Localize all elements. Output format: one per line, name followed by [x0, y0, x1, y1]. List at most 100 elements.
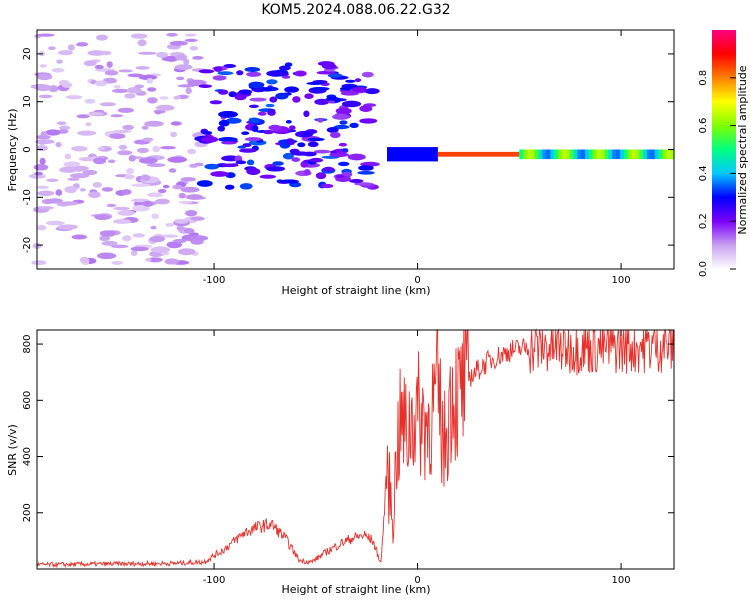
- heatmap-cell: [292, 96, 301, 103]
- heatmap-cell: [315, 172, 327, 180]
- heatmap-cell: [106, 203, 117, 208]
- heatmap-cell: [65, 95, 83, 100]
- heatmap-cell: [217, 71, 234, 76]
- heatmap-cell: [282, 152, 294, 160]
- heatmap-cell: [619, 149, 625, 160]
- heatmap-cell: [155, 104, 175, 111]
- heatmap-cell: [329, 152, 349, 158]
- heatmap-cell: [317, 117, 324, 123]
- heatmap-cell: [178, 248, 196, 256]
- heatmap-cell: [196, 180, 213, 187]
- heatmap-cell: [57, 224, 78, 230]
- heatmap-cell: [35, 84, 52, 92]
- heatmap-cell: [123, 174, 135, 180]
- heatmap-cell: [573, 149, 578, 160]
- heatmap-cell: [34, 171, 43, 176]
- heatmap-cell: [110, 114, 124, 118]
- heatmap-cell: [658, 149, 663, 160]
- heatmap-cell: [239, 148, 257, 153]
- heatmap-cell: [527, 149, 532, 160]
- heatmap-cell: [38, 206, 55, 210]
- heatmap-cell: [267, 109, 276, 116]
- heatmap-cell: [246, 168, 261, 175]
- heatmap-cell: [332, 113, 350, 120]
- heatmap-cell: [248, 117, 261, 123]
- heatmap-cell: [303, 110, 310, 118]
- snr-panel: -100 0 100 200 400 600 800 Height of straight …: [6, 328, 675, 596]
- heatmap-cell: [323, 166, 334, 172]
- heatmap-cell: [354, 78, 362, 82]
- heatmap-cell: [265, 166, 286, 172]
- heatmap-cell: [84, 98, 96, 104]
- x-tick-label: 100: [612, 275, 631, 286]
- heatmap-cell: [33, 164, 49, 171]
- heatmap-cell: [349, 179, 364, 183]
- heatmap-cell: [241, 131, 250, 135]
- heatmap-band: [519, 149, 675, 160]
- heatmap-cell: [77, 130, 97, 136]
- heatmap-cell: [354, 182, 373, 186]
- heatmap-cell: [169, 40, 188, 46]
- heatmap-cell: [162, 184, 170, 189]
- heatmap-cell: [109, 133, 126, 140]
- heatmap-cell: [137, 51, 157, 55]
- heatmap-cell: [61, 82, 73, 88]
- heatmap-cell: [142, 137, 154, 142]
- heatmap-cell: [147, 97, 158, 104]
- heatmap-cell: [36, 134, 51, 140]
- heatmap-cell: [79, 256, 90, 264]
- heatmap-cell: [185, 87, 192, 95]
- heatmap-cell: [304, 93, 314, 99]
- heatmap-cell: [244, 67, 261, 72]
- heatmap-cell: [64, 153, 72, 160]
- heatmap-cell: [94, 64, 104, 70]
- heatmap-cell: [190, 239, 204, 245]
- y-tick-label: 10: [22, 95, 33, 108]
- heatmap-cell: [40, 131, 47, 136]
- heatmap-cell: [39, 157, 46, 165]
- heatmap-cell: [122, 235, 132, 242]
- heatmap-cell: [104, 70, 119, 76]
- heatmap-cell: [217, 125, 225, 132]
- snr-x-axis-label: Height of straight line (km): [281, 583, 430, 596]
- heatmap-cell: [224, 184, 235, 190]
- colorbar-tick-label: 0.6: [698, 118, 709, 134]
- heatmap-cell: [151, 213, 159, 219]
- heatmap-cell: [131, 183, 151, 187]
- heatmap-cell: [176, 76, 185, 81]
- heatmap-cell: [309, 157, 324, 163]
- heatmap-cell: [141, 125, 149, 130]
- heatmap-cell: [132, 204, 150, 212]
- heatmap-cell: [265, 103, 275, 108]
- heatmap-cell: [189, 163, 199, 168]
- y-tick-label: 20: [22, 48, 33, 61]
- heatmap-cell: [175, 53, 188, 61]
- heatmap-cell: [156, 51, 168, 58]
- heatmap-cell: [165, 223, 175, 227]
- heatmap-cell: [312, 80, 328, 84]
- heatmap-cell: [96, 34, 108, 41]
- heatmap-cell: [113, 206, 130, 211]
- heatmap-cell: [530, 149, 536, 160]
- heatmap-cell: [56, 121, 67, 125]
- heatmap-cell: [55, 189, 63, 196]
- heatmap-cell: [604, 149, 609, 160]
- heatmap-cell: [155, 111, 162, 115]
- heatmap-cell: [132, 233, 145, 238]
- heatmap-cell: [307, 141, 319, 148]
- heatmap-cell: [39, 64, 47, 68]
- heatmap-cell: [185, 194, 204, 200]
- heatmap-cell: [666, 149, 671, 160]
- x-tick-label: 0: [414, 275, 420, 286]
- heatmap-cell: [357, 171, 375, 175]
- heatmap-cell: [234, 93, 247, 101]
- heatmap-cell: [149, 235, 165, 243]
- heatmap-cell: [71, 234, 88, 240]
- heatmap-cell: [37, 224, 47, 231]
- heatmap-cell: [204, 163, 220, 170]
- heatmap-cell: [96, 252, 117, 260]
- heatmap-cell: [128, 155, 136, 162]
- heatmap-cell: [261, 87, 272, 92]
- heatmap-cell: [172, 184, 183, 190]
